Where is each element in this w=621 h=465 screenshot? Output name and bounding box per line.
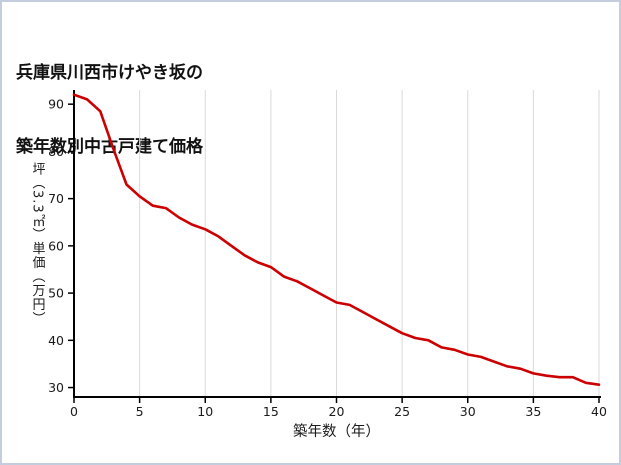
x-tick-label: 35 xyxy=(525,404,541,419)
y-tick-label: 90 xyxy=(48,97,64,112)
price-line-series xyxy=(72,93,601,387)
chart-title-line2: 築年数別中古戸建て価格 xyxy=(16,137,203,158)
x-tick-label: 40 xyxy=(591,404,607,419)
x-tick-label: 15 xyxy=(263,404,279,419)
y-axis-label: 坪（3.3㎡）単価（万円） xyxy=(29,161,45,326)
y-tick-label: 80 xyxy=(48,144,64,159)
x-tick-label: 5 xyxy=(136,404,144,419)
x-tick-label: 10 xyxy=(197,404,213,419)
x-tick-label: 0 xyxy=(70,404,78,419)
y-axis-label-wrap: 坪（3.3㎡）単価（万円） xyxy=(26,90,48,397)
x-tick-label: 20 xyxy=(329,404,345,419)
y-tick-label: 30 xyxy=(48,380,64,395)
y-tick-label: 70 xyxy=(48,191,64,206)
x-tick-label: 25 xyxy=(394,404,410,419)
x-tick-label: 30 xyxy=(460,404,476,419)
x-axis-label: 築年数（年） xyxy=(293,424,380,440)
chart-title: 兵庫県川西市けやき坂の 築年数別中古戸建て価格 xyxy=(16,12,203,209)
y-tick-label: 40 xyxy=(48,333,64,348)
y-tick-label: 60 xyxy=(48,238,64,253)
y-tick-label: 50 xyxy=(48,286,64,301)
chart-title-line1: 兵庫県川西市けやき坂の xyxy=(16,63,203,84)
